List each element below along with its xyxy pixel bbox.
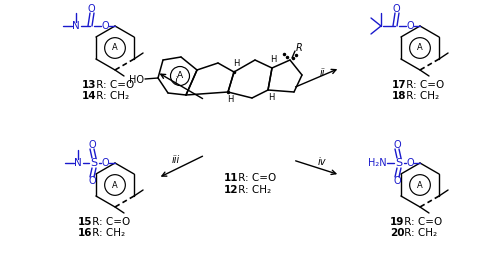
Text: O: O	[392, 4, 400, 14]
Text: H: H	[270, 54, 276, 63]
Text: R: C=O: R: C=O	[401, 217, 442, 227]
Text: A: A	[417, 43, 423, 52]
Text: 20: 20	[390, 228, 404, 238]
Text: H: H	[268, 94, 274, 103]
Text: R: R	[296, 43, 302, 53]
Text: R: C=O: R: C=O	[235, 173, 276, 183]
Text: iv: iv	[318, 157, 326, 167]
Text: H: H	[233, 59, 239, 68]
Text: O: O	[393, 140, 401, 150]
Text: 14: 14	[82, 91, 96, 101]
Text: i: i	[174, 76, 178, 86]
Text: R: C=O: R: C=O	[89, 217, 130, 227]
Text: R: CH₂: R: CH₂	[89, 228, 125, 238]
Text: 19: 19	[390, 217, 404, 227]
Text: 16: 16	[78, 228, 92, 238]
Text: HO: HO	[128, 75, 144, 85]
Text: S: S	[90, 158, 98, 168]
Text: 17: 17	[392, 80, 406, 90]
Text: O: O	[101, 158, 109, 168]
Text: R: CH₂: R: CH₂	[235, 185, 271, 195]
Text: N: N	[74, 158, 82, 168]
Text: 12: 12	[224, 185, 238, 195]
Text: O: O	[88, 140, 96, 150]
Text: R: C=O: R: C=O	[403, 80, 444, 90]
Text: A: A	[112, 180, 118, 189]
Text: 15: 15	[78, 217, 92, 227]
Text: R: CH₂: R: CH₂	[403, 91, 439, 101]
Text: O: O	[88, 176, 96, 186]
Text: O: O	[393, 176, 401, 186]
Text: A: A	[112, 43, 118, 52]
Text: R: C=O: R: C=O	[93, 80, 134, 90]
Text: O: O	[406, 158, 414, 168]
Text: R: CH₂: R: CH₂	[93, 91, 129, 101]
Text: O: O	[101, 21, 109, 31]
Text: 13: 13	[82, 80, 96, 90]
Text: H₂N: H₂N	[368, 158, 386, 168]
Text: O: O	[406, 21, 414, 31]
Text: iii: iii	[172, 155, 180, 165]
Text: A: A	[417, 180, 423, 189]
Text: A: A	[177, 71, 183, 80]
Text: N: N	[72, 21, 80, 31]
Text: ii: ii	[320, 68, 325, 78]
Text: O: O	[87, 4, 95, 14]
Text: S: S	[396, 158, 402, 168]
Text: R: CH₂: R: CH₂	[401, 228, 437, 238]
Text: H: H	[227, 96, 233, 105]
Text: 11: 11	[224, 173, 238, 183]
Text: 18: 18	[392, 91, 406, 101]
